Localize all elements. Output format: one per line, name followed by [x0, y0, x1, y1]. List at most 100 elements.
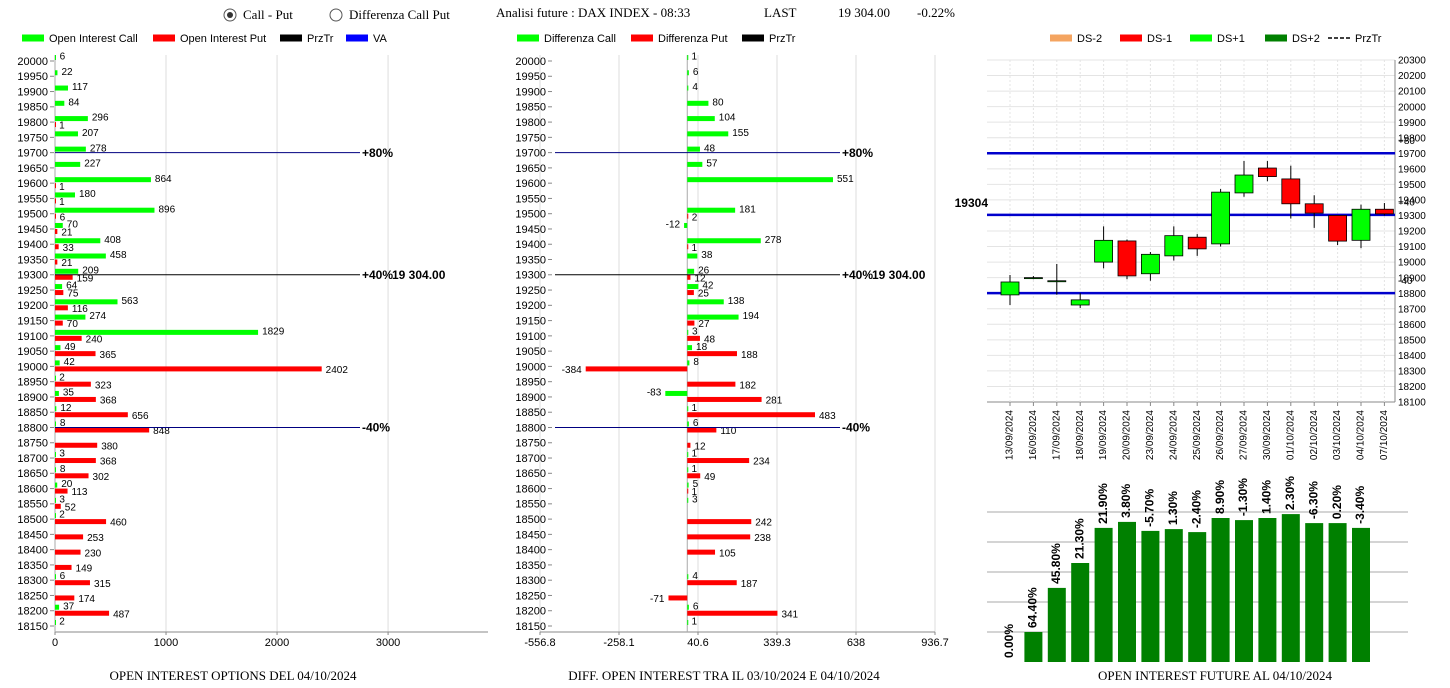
level-label: -40%	[362, 421, 390, 435]
candle-body	[1164, 235, 1184, 257]
x-tick-label: 936.7	[921, 637, 949, 649]
bar	[687, 406, 689, 412]
y-tick-label: 18800	[17, 422, 48, 434]
x-tick-label: 26/09/2024	[1215, 410, 1226, 460]
bar	[687, 161, 703, 167]
bar	[687, 488, 689, 494]
data-label: 22	[61, 67, 73, 78]
bar	[55, 259, 58, 265]
data-label: 4	[692, 82, 698, 93]
header-title: Analisi future : DAX INDEX - 08:33	[496, 5, 690, 20]
bar	[687, 620, 689, 625]
bar	[55, 228, 58, 234]
bar	[55, 442, 98, 448]
change-label: -3.40%	[1353, 486, 1367, 524]
bar	[55, 177, 151, 183]
chart-title: DIFF. OPEN INTEREST TRA IL 03/10/2024 E …	[568, 668, 880, 683]
radio-label[interactable]: Call - Put	[243, 7, 293, 22]
x-tick-label: 24/09/2024	[1168, 410, 1179, 460]
data-label: 37	[63, 601, 75, 612]
bar	[55, 116, 88, 122]
y-tick-label: 19700	[1398, 149, 1426, 160]
bar	[55, 85, 68, 91]
data-label: 368	[100, 396, 117, 407]
x-tick-label: 25/09/2024	[1192, 410, 1203, 460]
bar	[687, 574, 689, 580]
bar	[687, 360, 690, 366]
bar	[687, 452, 689, 458]
y-tick-label: 18600	[17, 483, 48, 495]
data-label: -83	[647, 388, 662, 399]
y-tick-label: 19450	[515, 224, 546, 236]
candle-body	[1258, 167, 1277, 177]
y-tick-label: 19200	[515, 300, 546, 312]
bar	[687, 519, 752, 525]
y-tick-label: 18600	[1398, 320, 1426, 331]
data-label: 278	[765, 235, 782, 246]
y-tick-label: 19600	[515, 178, 546, 190]
x-tick-label: 339.3	[763, 637, 791, 649]
y-tick-label: 19400	[17, 239, 48, 251]
bar	[55, 595, 75, 601]
level-label: +80	[1398, 136, 1415, 147]
bar	[1141, 530, 1160, 662]
candle-body	[1375, 208, 1394, 215]
data-label: 302	[93, 472, 110, 483]
data-label: 12	[694, 441, 706, 452]
bar	[55, 70, 58, 76]
data-label: 209	[82, 265, 99, 276]
data-label: 227	[84, 159, 101, 170]
data-label: 1	[59, 121, 65, 132]
y-tick-label: 18700	[515, 453, 546, 465]
y-tick-label: 18350	[515, 560, 546, 572]
y-tick-label: 19300	[17, 270, 48, 282]
y-tick-label: 19500	[17, 209, 48, 221]
legend-swatch	[153, 34, 175, 42]
data-label: 159	[77, 273, 94, 284]
y-tick-label: 19450	[17, 224, 48, 236]
bar	[55, 122, 56, 128]
data-label: 278	[90, 143, 107, 154]
radio-label[interactable]: Differenza Call Put	[349, 7, 450, 22]
bar	[684, 222, 688, 228]
bar	[55, 604, 60, 610]
bar	[668, 595, 688, 601]
x-tick-label: 40.6	[687, 637, 708, 649]
y-tick-label: 18600	[515, 483, 546, 495]
y-tick-label: 19100	[515, 331, 546, 343]
data-label: 896	[158, 204, 175, 215]
bar	[687, 284, 699, 290]
bar	[687, 244, 689, 250]
bar	[1281, 514, 1300, 662]
bar	[687, 238, 761, 244]
bar	[55, 396, 96, 402]
change-label: -6.30%	[1306, 481, 1320, 519]
x-tick-label: 02/10/2024	[1309, 410, 1320, 460]
y-tick-label: 19900	[515, 86, 546, 98]
y-tick-label: 19900	[17, 86, 48, 98]
bar	[687, 299, 724, 305]
y-tick-label: 20000	[17, 56, 48, 68]
bar	[55, 146, 86, 152]
bar	[687, 253, 698, 259]
y-tick-label: 19000	[515, 361, 546, 373]
bar	[55, 268, 79, 274]
bar	[55, 161, 81, 167]
y-tick-label: 18900	[1398, 273, 1426, 284]
x-tick-label: 2000	[265, 637, 289, 649]
y-tick-label: 18650	[515, 468, 546, 480]
bar	[1164, 529, 1183, 662]
radio[interactable]	[329, 8, 343, 22]
bar	[55, 100, 65, 106]
data-label: 194	[743, 311, 760, 322]
change-label: 45.80%	[1049, 543, 1063, 584]
data-label: 117	[72, 82, 88, 93]
y-tick-label: 18200	[1398, 382, 1426, 393]
last-label: LAST	[764, 5, 797, 20]
bar	[687, 85, 689, 91]
x-tick-label: -258.1	[603, 637, 634, 649]
candle-body	[1304, 203, 1324, 214]
data-label: 207	[82, 128, 99, 139]
bar	[55, 351, 96, 357]
data-label: 274	[89, 311, 106, 322]
